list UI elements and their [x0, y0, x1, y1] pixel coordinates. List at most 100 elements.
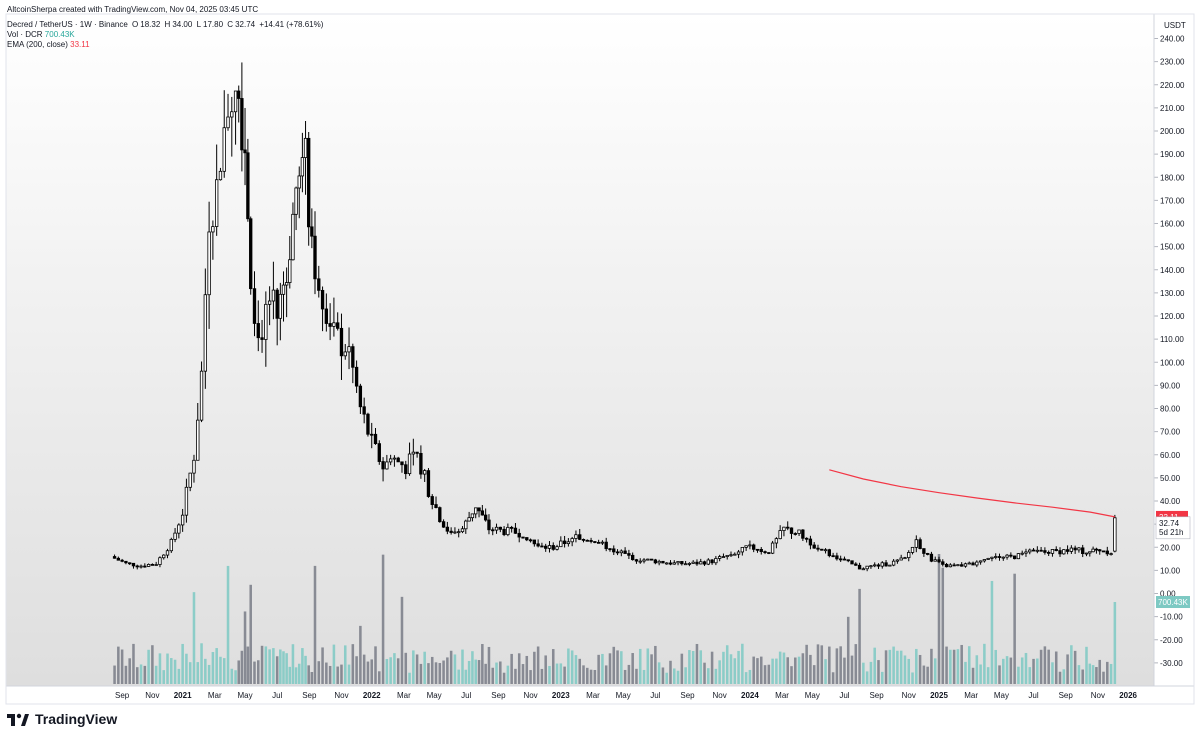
candle-body [562, 540, 567, 545]
candle-body [180, 514, 185, 526]
candle-body [237, 90, 241, 99]
volume-bar [971, 667, 975, 684]
candle-body [307, 137, 311, 228]
candle-body [1098, 549, 1102, 552]
candle-body [392, 457, 397, 460]
candle-body [521, 536, 525, 539]
volume-bar [430, 656, 434, 684]
candle-body [226, 116, 230, 129]
volume-bar [877, 660, 880, 684]
volume-bar [551, 649, 555, 684]
candle-body [596, 541, 601, 544]
y-tick-label: 110.00 [1160, 335, 1184, 344]
volume-bar [1020, 657, 1024, 684]
candle-body [615, 551, 620, 554]
volume-bar [642, 669, 646, 684]
candle-body [146, 564, 151, 567]
y-tick-label: 160.00 [1160, 220, 1185, 229]
candle-body [351, 346, 355, 368]
volume-bar [1106, 661, 1109, 684]
volume-bar [896, 650, 899, 684]
candle-body [131, 562, 136, 567]
last-price-badge [1155, 516, 1191, 540]
candle-body [680, 561, 684, 565]
x-tick-label: Mar [397, 691, 411, 700]
candle-body [566, 541, 571, 545]
volume-bar [570, 650, 574, 684]
candle-body [509, 526, 514, 529]
candle-body [281, 284, 286, 295]
candle-body [971, 562, 975, 566]
candle-body [842, 558, 847, 561]
candle-body [683, 563, 688, 566]
candle-body [438, 507, 442, 523]
candle-body [445, 526, 450, 532]
volume-bar [222, 658, 226, 684]
volume-bar [158, 653, 162, 684]
candle-body [467, 517, 471, 522]
volume-bar [809, 654, 812, 684]
volume-bar [854, 644, 858, 684]
volume-bar [669, 660, 672, 684]
volume-bar [540, 668, 544, 684]
x-tick-label: May [805, 691, 820, 700]
candle-body [997, 556, 1002, 558]
volume-bar [881, 671, 884, 684]
candle-body [240, 98, 244, 151]
candle-body [578, 534, 582, 540]
candle-body [278, 293, 283, 319]
candle-body [1005, 554, 1009, 558]
y-tick-label: -10.00 [1160, 613, 1183, 622]
x-tick-label: May [994, 691, 1009, 700]
volume-bar [1002, 658, 1005, 684]
candle-body [487, 519, 491, 531]
volume-bar [412, 650, 415, 684]
candle-body [975, 561, 979, 566]
candle-body [294, 187, 298, 215]
volume-bar [990, 580, 994, 684]
volume-bar [979, 664, 982, 684]
volume-bar [752, 656, 755, 684]
candle-body [381, 461, 385, 470]
volume-bar [741, 643, 744, 684]
candle-body [310, 226, 314, 237]
y-tick-label: 60.00 [1160, 451, 1181, 460]
volume-bar [307, 665, 310, 684]
volume-bar [604, 665, 608, 684]
x-tick-label: Jul [650, 691, 660, 700]
volume-bar [525, 655, 529, 684]
y-tick-label: 80.00 [1160, 405, 1181, 414]
volume-bar [688, 650, 691, 684]
candle-body [525, 537, 529, 541]
volume-bar [499, 661, 502, 684]
candle-body [532, 539, 537, 545]
volume-bar [1066, 654, 1069, 684]
volume-bar [419, 663, 423, 684]
volume-bar [627, 664, 631, 684]
candle-body [850, 560, 854, 565]
ohlc-close-label: C [227, 20, 234, 29]
candle-body [112, 556, 117, 559]
brand-name: TradingView [35, 711, 118, 727]
candle-body [517, 532, 521, 538]
candle-body [736, 551, 741, 555]
candle-body [914, 539, 918, 548]
candle-body [196, 419, 200, 461]
candle-body [1020, 552, 1024, 555]
volume-bar [801, 653, 805, 684]
volume-bar [544, 655, 547, 684]
volume-bar [933, 658, 937, 684]
volume-bar [975, 655, 979, 684]
x-tick-label: 2025 [930, 691, 948, 700]
volume-bar [911, 672, 914, 684]
candle-body [544, 545, 548, 549]
volume-bar [956, 649, 960, 684]
candle-body [339, 327, 344, 357]
y-tick-label: 0.00 [1160, 590, 1176, 599]
candle-body [470, 513, 475, 519]
volume-bar [548, 665, 551, 684]
volume-bar [173, 659, 177, 684]
volume-bar [234, 670, 237, 684]
volume-bar [374, 646, 377, 684]
